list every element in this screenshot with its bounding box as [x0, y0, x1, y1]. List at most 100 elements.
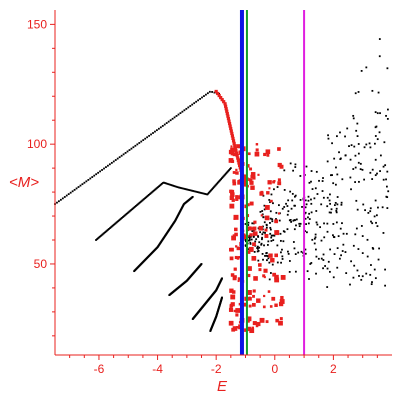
branch-point: [189, 189, 192, 192]
branch-point: [222, 175, 225, 178]
branch-point: [199, 191, 202, 194]
cloud-point: [339, 157, 342, 160]
branch-point: [122, 215, 125, 218]
red-point: [233, 267, 237, 271]
branch-point: [186, 188, 189, 191]
red-point: [280, 275, 286, 280]
branch-point: [142, 139, 145, 142]
cloud-point: [307, 216, 309, 219]
branch-point: [124, 213, 127, 216]
cloud-point: [373, 142, 376, 145]
red-point: [235, 154, 239, 158]
cloud-point: [354, 233, 357, 236]
cloud-point: [262, 216, 265, 219]
cloud-point: [329, 270, 331, 273]
cloud-point: [371, 168, 374, 171]
branch-point: [107, 164, 109, 167]
red-point: [229, 203, 235, 209]
cloud-point: [382, 178, 385, 181]
cloud-point: [322, 253, 325, 256]
cloud-point: [247, 239, 250, 242]
branch-point: [65, 194, 68, 197]
branch-point: [206, 92, 209, 95]
cloud-point: [314, 236, 317, 239]
cloud-point: [339, 227, 342, 230]
ticks-layer: -6 -4 -2 0 2 50 100 150: [27, 17, 378, 376]
branch-point: [192, 190, 194, 192]
cloud-point: [355, 129, 358, 132]
cloud-point: [387, 190, 390, 193]
branch-point: [63, 196, 66, 198]
cloud-point: [356, 122, 359, 125]
branch-point: [104, 231, 107, 233]
cloud-point: [286, 205, 289, 207]
cloud-point: [305, 165, 308, 168]
red-point: [255, 143, 259, 146]
cloud-point: [387, 108, 389, 111]
red-point: [277, 162, 282, 168]
branch-point: [128, 210, 131, 213]
cloud-point: [350, 188, 352, 191]
branch-point: [126, 212, 129, 214]
branch-point: [226, 170, 229, 173]
cloud-point: [379, 154, 382, 157]
red-point: [231, 139, 236, 143]
red-point: [269, 305, 273, 308]
red-point: [229, 129, 233, 133]
red-point: [229, 195, 234, 200]
red-point: [256, 321, 261, 327]
cloud-point: [270, 240, 273, 242]
cloud-point: [266, 259, 268, 262]
branch-point: [122, 153, 125, 156]
branch-point: [77, 186, 80, 188]
cloud-point: [265, 254, 268, 257]
cloud-point: [295, 218, 298, 221]
cloud-point: [341, 222, 343, 225]
branch-point: [149, 192, 152, 195]
cloud-point: [257, 259, 260, 262]
red-point: [229, 256, 234, 261]
cloud-point: [330, 208, 333, 211]
red-point: [264, 215, 270, 221]
red-point: [248, 297, 252, 301]
branch-point: [58, 200, 60, 203]
cloud-point: [357, 143, 360, 145]
branch-point: [212, 187, 214, 190]
branch-point: [162, 181, 165, 184]
red-point: [271, 296, 276, 301]
cloud-point: [299, 199, 302, 201]
cloud-point: [365, 143, 368, 146]
branch-point: [85, 180, 88, 183]
cloud-point: [308, 212, 311, 215]
red-point: [247, 326, 252, 332]
branch-point: [163, 123, 166, 126]
cloud-point: [326, 222, 329, 225]
red-point: [234, 227, 238, 232]
cloud-point: [384, 164, 387, 167]
branch-point: [157, 127, 160, 130]
branch-point: [199, 97, 201, 100]
branch-point: [209, 189, 212, 192]
cloud-point: [378, 55, 381, 58]
cloud-point: [263, 208, 266, 211]
cloud-point: [363, 178, 366, 181]
cloud-point: [268, 261, 271, 264]
cloud-point: [337, 235, 340, 238]
cloud-point: [370, 264, 372, 266]
red-point: [237, 161, 241, 165]
cloud-point: [308, 181, 311, 184]
cloud-point: [305, 223, 307, 225]
red-point: [249, 180, 254, 185]
cloud-point: [259, 210, 262, 213]
red-point: [237, 180, 242, 185]
red-point: [246, 316, 252, 322]
cloud-point: [349, 176, 352, 179]
red-point: [270, 199, 273, 203]
branch-point: [83, 181, 86, 184]
vertical-lines-layer: [239, 10, 306, 355]
cloud-point: [357, 248, 360, 250]
cloud-point: [346, 127, 349, 130]
red-point: [260, 214, 263, 217]
red-point: [230, 294, 236, 300]
red-point: [235, 168, 238, 172]
